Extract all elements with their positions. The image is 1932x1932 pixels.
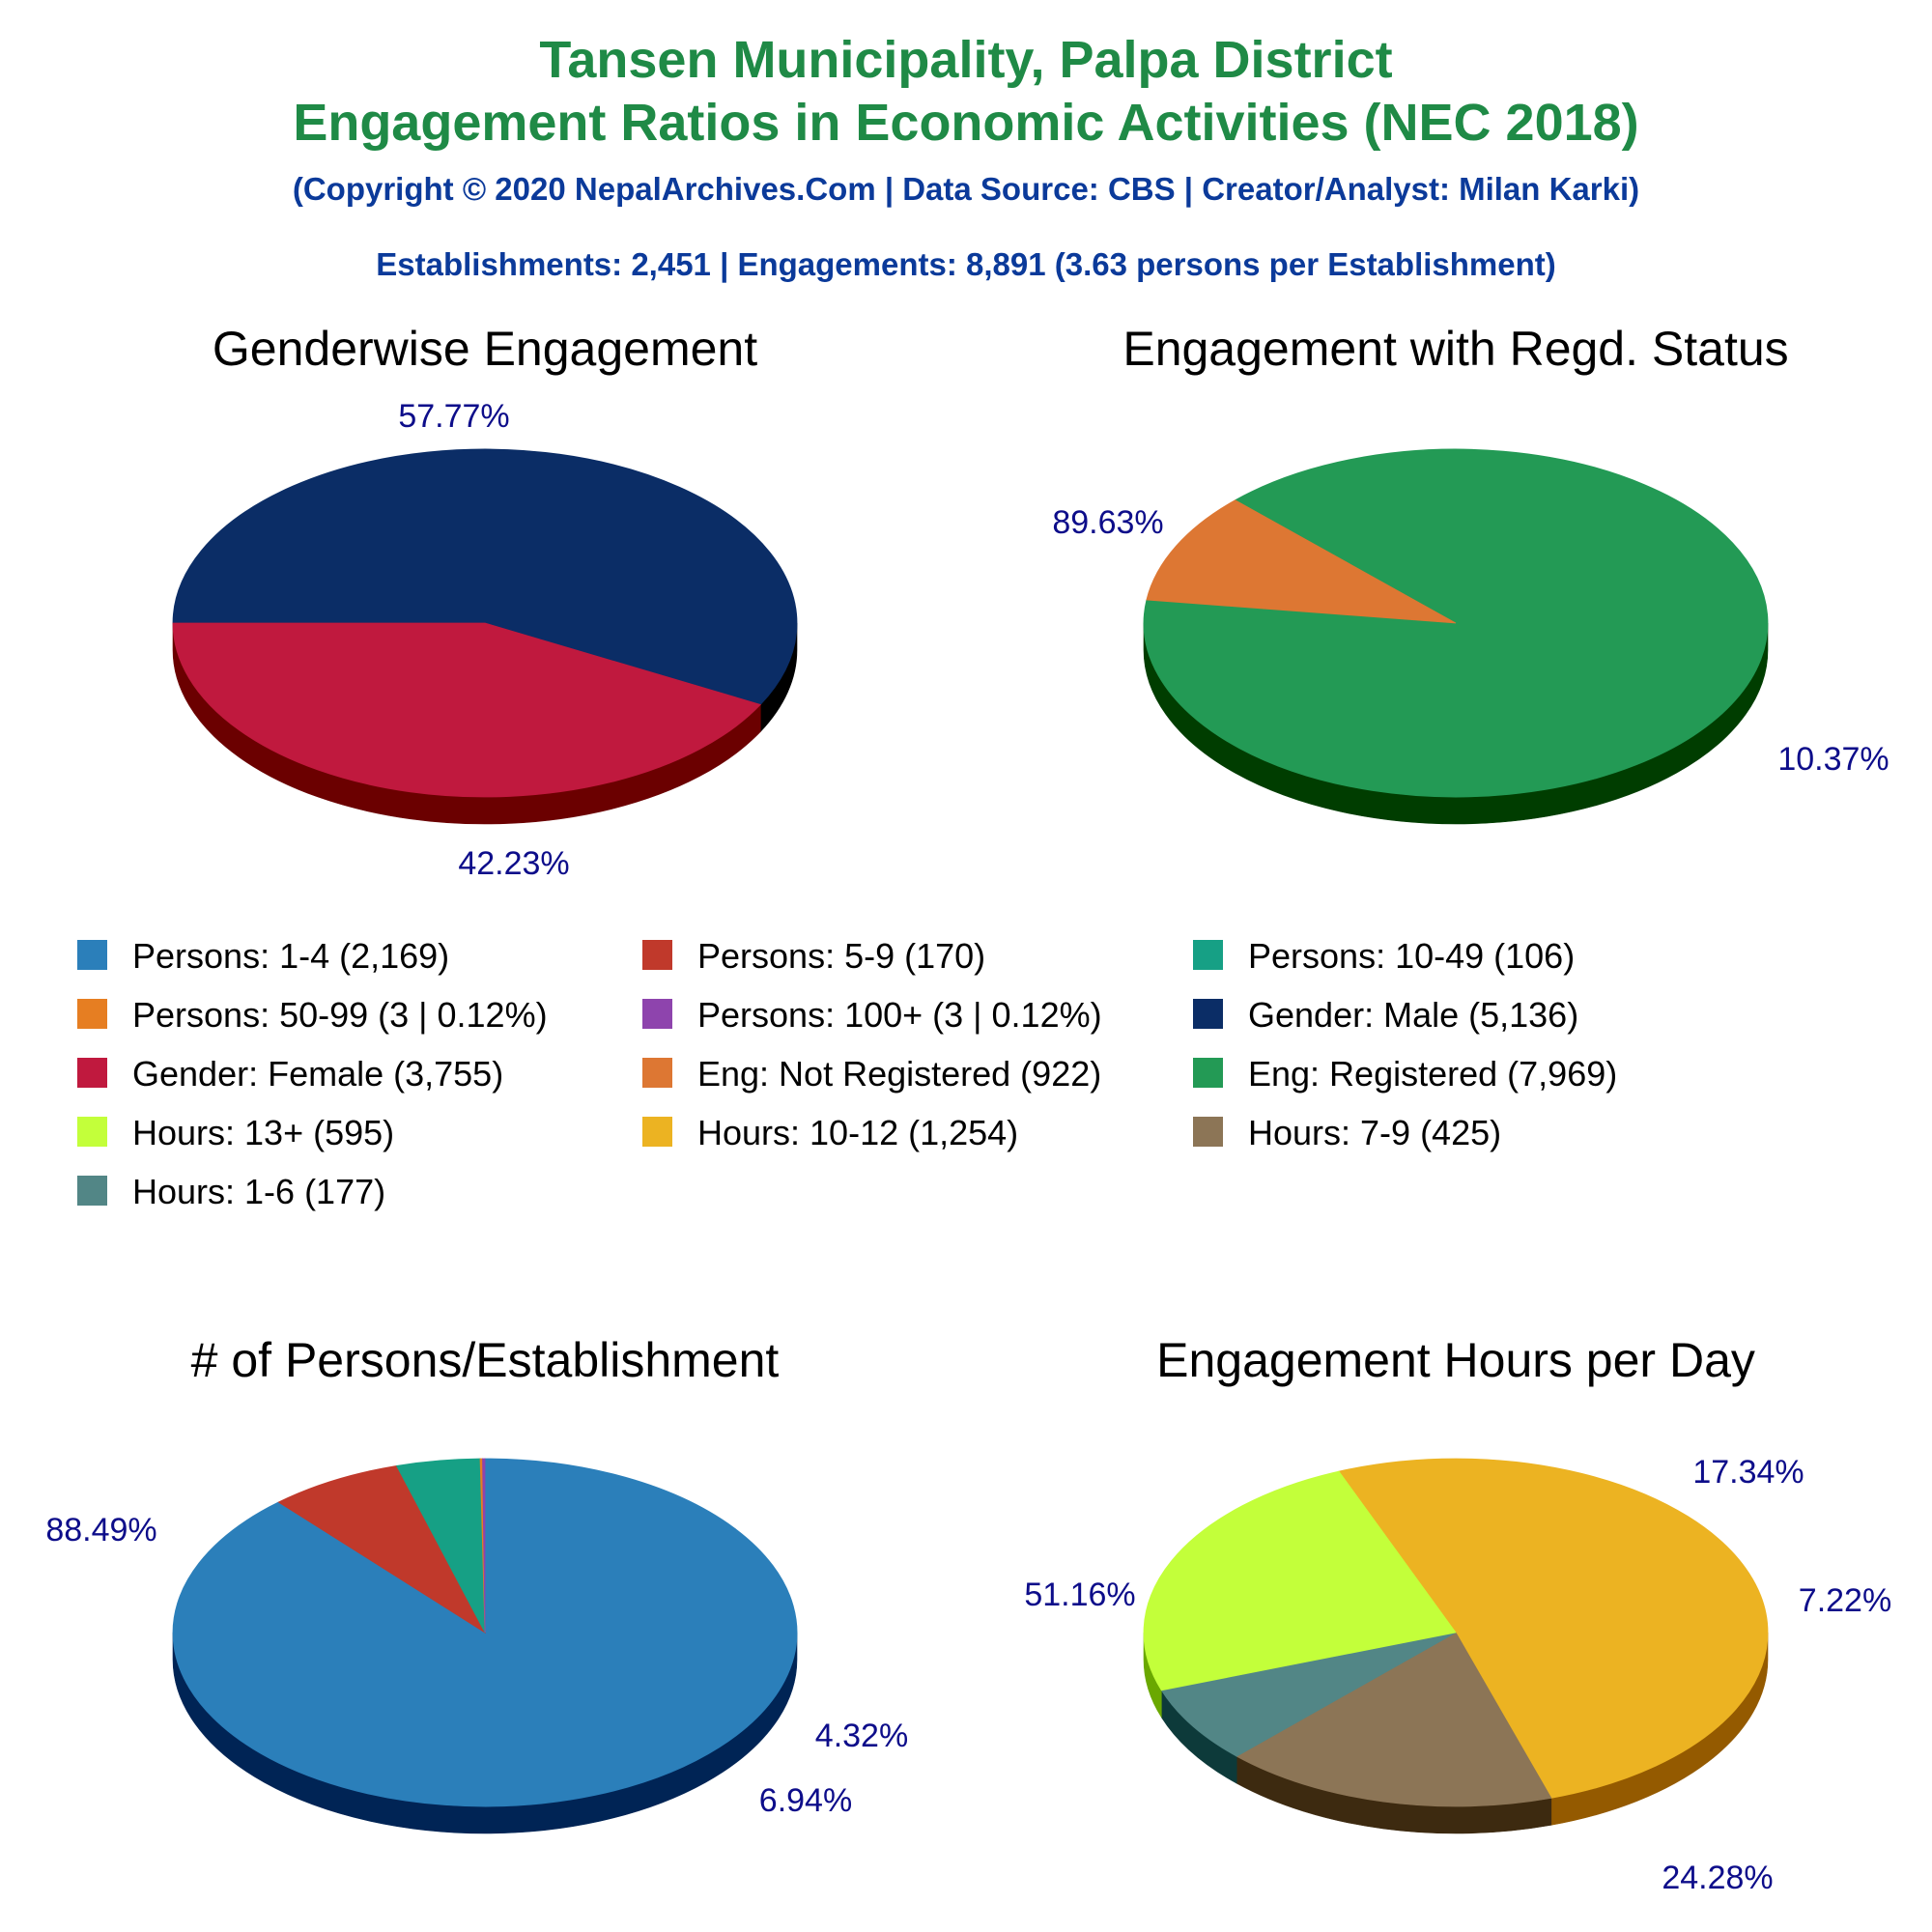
pie-slice-gender-female (172, 622, 762, 798)
legend-swatch (77, 999, 107, 1029)
pie-chart-of-persons-establishment: # of Persons/Establishment 88.49% 6.94% 4.3… (45, 1333, 908, 1834)
pie-slices (172, 448, 798, 798)
pie-chart-engagement-hours-per-day: Engagement Hours per Day 51.16% 17.34% 7.22… (1024, 1333, 1891, 1896)
main-title-line2: Engagement Ratios in Economic Activities… (293, 94, 1638, 152)
legend-label: Persons: 1-4 (2,169) (132, 936, 449, 976)
copyright-line: (Copyright © 2020 NepalArchives.Com | Da… (293, 171, 1639, 207)
legend-item: Hours: 13+ (595) (77, 1113, 394, 1152)
legend-item: Persons: 1-4 (2,169) (77, 936, 449, 976)
pie-slices (1143, 1458, 1769, 1807)
percent-label-gender-male: 57.77% (398, 398, 509, 435)
legend-item: Eng: Not Registered (922) (642, 1054, 1101, 1094)
main-title-line1: Tansen Municipality, Palpa District (539, 31, 1392, 89)
legend-label: Persons: 50-99 (3 | 0.12%) (132, 995, 548, 1035)
legend-label: Hours: 10-12 (1,254) (697, 1113, 1018, 1152)
legend-item: Gender: Male (5,136) (1193, 995, 1578, 1035)
percent-label-persons-1-4: 88.49% (45, 1512, 156, 1548)
legend-swatch (642, 1117, 672, 1147)
percent-label-gender-female: 42.23% (458, 845, 569, 882)
legend-label: Gender: Male (5,136) (1248, 995, 1578, 1035)
legend-item: Eng: Registered (7,969) (1193, 1054, 1617, 1094)
legend-swatch (1193, 940, 1223, 970)
legend-swatch (1193, 999, 1223, 1029)
pie-slice-persons-5-9 (277, 1464, 487, 1634)
percent-label-eng-not-registered: 10.37% (1777, 741, 1889, 778)
legend-swatch (642, 1058, 672, 1088)
legend-label: Persons: 5-9 (170) (697, 936, 985, 976)
legend-item: Gender: Female (3,755) (77, 1054, 503, 1094)
pie-chart-genderwise-engagement: Genderwise Engagement 57.77% 42.23% (172, 322, 798, 882)
legend-label: Persons: 10-49 (106) (1248, 936, 1575, 976)
chart-title: Engagement with Regd. Status (1122, 322, 1788, 376)
legend-label: Gender: Female (3,755) (132, 1054, 503, 1094)
legend-label: Eng: Registered (7,969) (1248, 1054, 1617, 1094)
legend-swatch (1193, 1058, 1223, 1088)
legend-label: Hours: 1-6 (177) (132, 1172, 385, 1211)
pie-slice-hours-7-9 (1236, 1632, 1552, 1807)
percent-label-hours-1-6: 7.22% (1799, 1582, 1891, 1619)
legend-swatch (1193, 1117, 1223, 1147)
percent-label-persons-5-9: 6.94% (759, 1782, 852, 1819)
pie-slices (172, 1458, 798, 1807)
legend-label: Hours: 13+ (595) (132, 1113, 394, 1152)
legend-item: Hours: 7-9 (425) (1193, 1113, 1501, 1152)
percent-label-hours-7-9: 17.34% (1692, 1454, 1804, 1491)
percent-label-persons-10-49: 4.32% (815, 1718, 908, 1754)
chart-title: # of Persons/Establishment (191, 1333, 780, 1387)
pie-charts: Genderwise Engagement 57.77% 42.23% Engagem… (45, 322, 1891, 1896)
legend-swatch (77, 940, 107, 970)
chart-title: Genderwise Engagement (213, 322, 757, 376)
legend-item: Persons: 50-99 (3 | 0.12%) (77, 995, 548, 1035)
legend-item: Hours: 10-12 (1,254) (642, 1113, 1018, 1152)
pie-slice-hours-10-12 (1338, 1458, 1769, 1799)
legend-swatch (642, 999, 672, 1029)
pie-slice-gender-male (172, 448, 798, 705)
legend: Persons: 1-4 (2,169) Persons: 5-9 (170) Pe… (77, 936, 1617, 1211)
pie-slice-persons-100 (482, 1458, 486, 1634)
legend-swatch (77, 1058, 107, 1088)
pie-slice-eng-not-registered (1146, 499, 1457, 624)
legend-swatch (642, 940, 672, 970)
legend-item: Persons: 5-9 (170) (642, 936, 985, 976)
pie-chart-engagement-with-regd-status: Engagement with Regd. Status 89.63% 10.37% (1052, 322, 1889, 825)
legend-swatch (77, 1117, 107, 1147)
legend-item: Persons: 100+ (3 | 0.12%) (642, 995, 1102, 1035)
percent-label-eng-registered: 89.63% (1052, 504, 1163, 541)
legend-item: Hours: 1-6 (177) (77, 1172, 385, 1211)
legend-label: Hours: 7-9 (425) (1248, 1113, 1501, 1152)
summary-line: Establishments: 2,451 | Engagements: 8,8… (376, 246, 1556, 282)
legend-item: Persons: 10-49 (106) (1193, 936, 1575, 976)
pie-slice-hours-1-6 (1160, 1632, 1457, 1757)
pie-slices (1143, 448, 1769, 798)
legend-label: Persons: 100+ (3 | 0.12%) (697, 995, 1102, 1035)
percent-label-hours-10-12: 51.16% (1024, 1577, 1135, 1613)
legend-swatch (77, 1176, 107, 1206)
chart-title: Engagement Hours per Day (1156, 1333, 1755, 1387)
pie-slice-hours-13 (1143, 1470, 1457, 1691)
legend-label: Eng: Not Registered (922) (697, 1054, 1101, 1094)
pie-sides (1143, 1632, 1769, 1834)
percent-label-hours-13: 24.28% (1662, 1860, 1773, 1896)
